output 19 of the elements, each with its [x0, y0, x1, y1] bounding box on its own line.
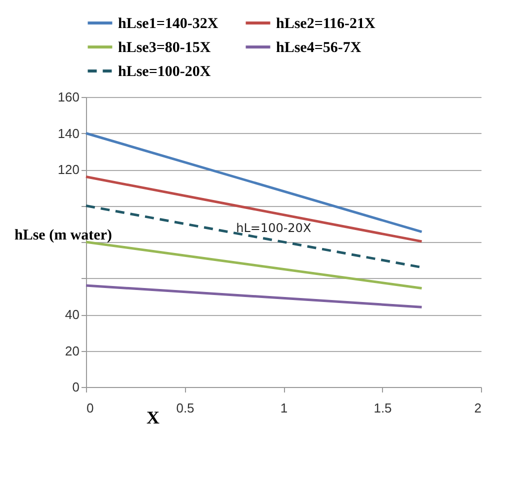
annotation: hL=100-20X: [236, 221, 312, 236]
legend-label: hLse=100-20X: [118, 64, 211, 80]
x-tick-label: 1.5: [374, 400, 392, 416]
y-tick-label: 140: [58, 126, 80, 141]
y-tick-label: 120: [58, 162, 80, 177]
x-tick-label: 2: [474, 400, 482, 416]
x-tick-label: 0: [86, 400, 94, 416]
y-tick-label: 40: [65, 307, 80, 322]
x-tick-label: 0.5: [176, 400, 194, 416]
y-axis-title: hLse (m water): [14, 228, 112, 244]
legend-label: hLse2=116-21X: [276, 16, 376, 32]
y-tick-label: 0: [72, 380, 80, 394]
y-tick-label: 160: [58, 90, 80, 104]
legend-label: hLse3=80-15X: [118, 40, 211, 56]
legend-label: hLse4=56-7X: [276, 40, 362, 56]
y-tick-label: 20: [65, 343, 80, 358]
legend-label: hLse1=140-32X: [118, 16, 218, 32]
x-tick-label: 1: [280, 400, 288, 416]
x-axis-title: X: [146, 408, 160, 428]
